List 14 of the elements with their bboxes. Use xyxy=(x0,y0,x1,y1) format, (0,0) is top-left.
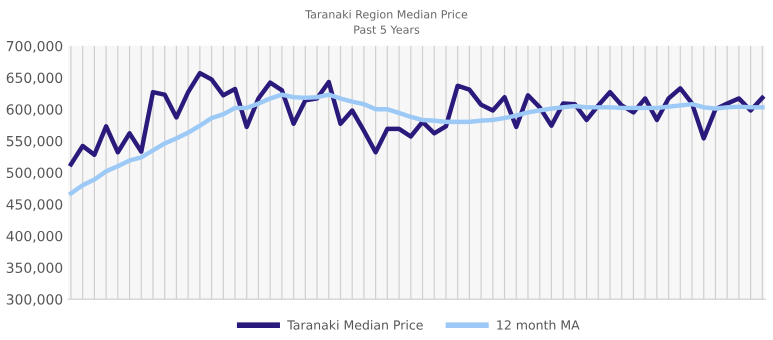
y-tick-label: 300,000 xyxy=(6,294,62,306)
y-tick-label: 550,000 xyxy=(6,136,62,148)
y-tick-label: 650,000 xyxy=(6,72,62,84)
y-tick-label: 400,000 xyxy=(6,230,62,243)
chart-subtitle: Past 5 Years xyxy=(354,26,420,34)
y-tick-label: 700,000 xyxy=(6,40,62,53)
legend-label: Taranaki Median Price xyxy=(287,320,423,330)
line-series xyxy=(68,92,765,196)
y-tick-label: 600,000 xyxy=(6,104,62,116)
y-tick-label: 500,000 xyxy=(6,168,62,180)
chart-title: Taranaki Region Median Price xyxy=(305,10,468,21)
legend-label: 12 month MA xyxy=(497,320,580,330)
y-tick-label: 450,000 xyxy=(6,199,62,212)
y-tick-label: 350,000 xyxy=(6,262,62,274)
